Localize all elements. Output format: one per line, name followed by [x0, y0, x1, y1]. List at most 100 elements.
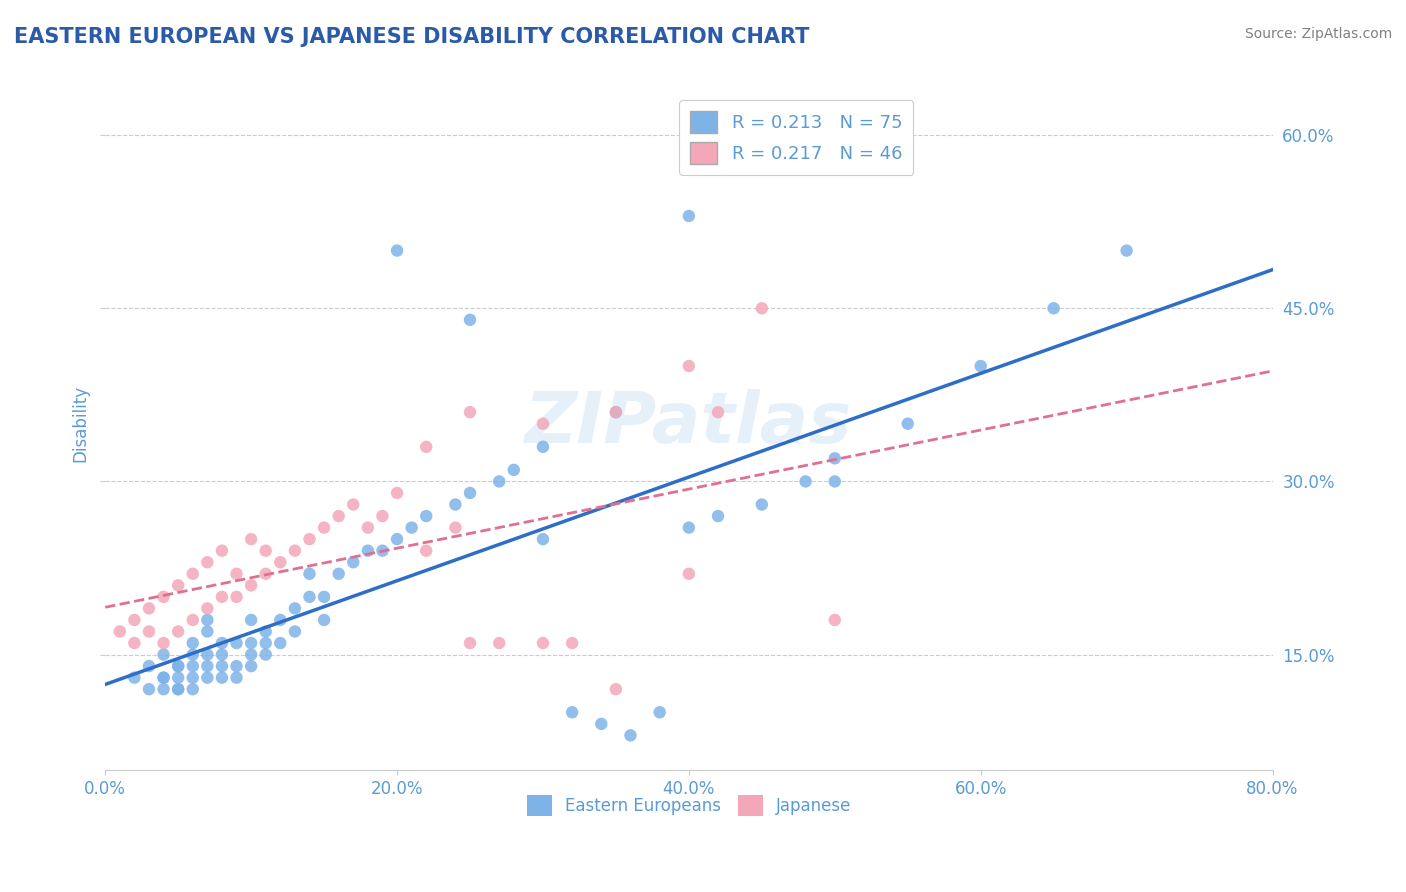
Point	[458, 636, 481, 650]
Point	[444, 498, 467, 512]
Point	[1042, 301, 1064, 316]
Point	[195, 555, 218, 569]
Text: EASTERN EUROPEAN VS JAPANESE DISABILITY CORRELATION CHART: EASTERN EUROPEAN VS JAPANESE DISABILITY …	[14, 27, 810, 46]
Point	[240, 613, 263, 627]
Point	[181, 671, 204, 685]
Point	[225, 590, 247, 604]
Point	[342, 555, 364, 569]
Point	[195, 624, 218, 639]
Point	[371, 543, 394, 558]
Point	[240, 648, 263, 662]
Point	[138, 601, 160, 615]
Point	[385, 486, 408, 500]
Point	[678, 566, 700, 581]
Point	[240, 659, 263, 673]
Point	[707, 405, 730, 419]
Point	[152, 671, 174, 685]
Point	[167, 659, 190, 673]
Point	[254, 566, 277, 581]
Point	[1115, 244, 1137, 258]
Point	[211, 636, 233, 650]
Point	[181, 659, 204, 673]
Legend: Eastern Europeans, Japanese: Eastern Europeans, Japanese	[519, 787, 859, 824]
Point	[124, 636, 146, 650]
Point	[254, 543, 277, 558]
Point	[211, 590, 233, 604]
Point	[415, 543, 437, 558]
Point	[385, 532, 408, 546]
Point	[225, 636, 247, 650]
Point	[124, 613, 146, 627]
Point	[371, 509, 394, 524]
Point	[824, 613, 846, 627]
Point	[444, 520, 467, 534]
Point	[751, 498, 773, 512]
Point	[488, 636, 510, 650]
Point	[211, 648, 233, 662]
Point	[531, 636, 554, 650]
Point	[678, 209, 700, 223]
Point	[531, 417, 554, 431]
Point	[458, 313, 481, 327]
Point	[124, 671, 146, 685]
Point	[298, 532, 321, 546]
Point	[225, 566, 247, 581]
Point	[314, 590, 336, 604]
Point	[138, 682, 160, 697]
Point	[108, 624, 131, 639]
Point	[211, 671, 233, 685]
Point	[254, 624, 277, 639]
Point	[181, 613, 204, 627]
Point	[152, 671, 174, 685]
Point	[605, 682, 627, 697]
Point	[269, 555, 291, 569]
Y-axis label: Disability: Disability	[72, 385, 89, 462]
Point	[240, 532, 263, 546]
Point	[357, 543, 380, 558]
Point	[240, 636, 263, 650]
Point	[415, 509, 437, 524]
Point	[385, 244, 408, 258]
Point	[195, 613, 218, 627]
Point	[605, 405, 627, 419]
Point	[138, 624, 160, 639]
Point	[254, 636, 277, 650]
Point	[488, 475, 510, 489]
Point	[401, 520, 423, 534]
Point	[138, 659, 160, 673]
Point	[415, 440, 437, 454]
Point	[531, 440, 554, 454]
Point	[648, 706, 671, 720]
Point	[298, 590, 321, 604]
Point	[152, 590, 174, 604]
Point	[502, 463, 524, 477]
Point	[531, 532, 554, 546]
Point	[605, 405, 627, 419]
Point	[314, 613, 336, 627]
Point	[707, 509, 730, 524]
Point	[181, 648, 204, 662]
Point	[284, 624, 307, 639]
Point	[181, 682, 204, 697]
Point	[970, 359, 993, 373]
Point	[458, 405, 481, 419]
Point	[195, 648, 218, 662]
Point	[211, 659, 233, 673]
Point	[298, 566, 321, 581]
Point	[195, 601, 218, 615]
Point	[181, 636, 204, 650]
Point	[591, 716, 613, 731]
Point	[824, 451, 846, 466]
Point	[167, 578, 190, 592]
Point	[254, 648, 277, 662]
Point	[357, 520, 380, 534]
Point	[167, 659, 190, 673]
Point	[181, 566, 204, 581]
Point	[824, 475, 846, 489]
Point	[269, 613, 291, 627]
Point	[678, 359, 700, 373]
Point	[167, 624, 190, 639]
Point	[314, 520, 336, 534]
Point	[561, 706, 583, 720]
Point	[751, 301, 773, 316]
